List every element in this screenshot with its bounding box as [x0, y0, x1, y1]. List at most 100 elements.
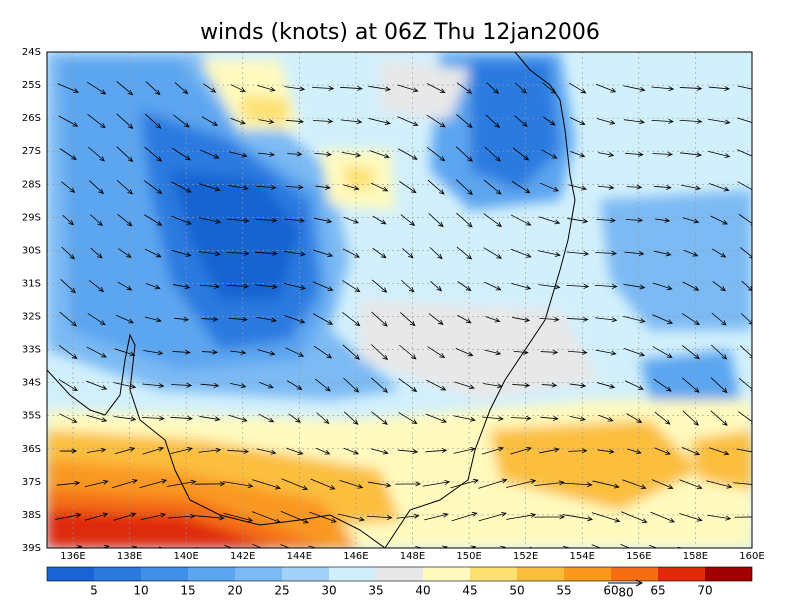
lat-label: 31S	[22, 278, 41, 289]
lon-label: 138E	[117, 551, 142, 562]
wind-arrow	[171, 215, 192, 225]
wind-arrow	[227, 448, 250, 454]
wind-arrow	[315, 378, 331, 392]
wind-arrow	[230, 118, 246, 125]
lat-label: 39S	[22, 543, 41, 554]
lat-label: 26S	[22, 113, 41, 124]
wind-arrow	[598, 152, 615, 158]
wind-arrow	[286, 380, 303, 390]
wind-arrow	[257, 85, 276, 92]
wind-arrow	[158, 546, 164, 548]
wind-arrow	[456, 212, 473, 228]
wind-arrow	[563, 482, 593, 488]
wind-arrow	[569, 82, 587, 94]
lon-label: 154E	[570, 551, 595, 562]
wind-arrow	[738, 377, 752, 392]
wind-arrow	[144, 248, 162, 258]
wind-arrow	[682, 410, 699, 426]
wind-arrow	[483, 383, 503, 389]
wind-arrow	[594, 283, 618, 289]
wind-arrow	[144, 214, 163, 226]
wind-arrow	[59, 311, 77, 327]
wind-arrow	[454, 381, 475, 390]
wind-arrow	[562, 514, 594, 522]
wind-arrow	[59, 148, 77, 161]
axis-labels: 24S 25S 26S 27S 28S 29S 30S 31S 32S 33S 34S 35S 36S 3…	[22, 47, 765, 562]
lat-label: 24S	[22, 47, 41, 58]
wind-arrow	[314, 151, 332, 157]
wind-arrow	[285, 118, 304, 124]
wind-arrow	[370, 182, 389, 192]
wind-arrow	[653, 250, 672, 257]
wind-arrow	[453, 415, 476, 422]
wind-arrow	[259, 381, 274, 389]
wind-arrow	[87, 114, 106, 129]
coastline	[47, 52, 576, 548]
wind-arrow	[172, 147, 191, 161]
wind-arrow	[734, 516, 752, 518]
wind-arrow	[280, 544, 291, 548]
wind-arrow	[59, 448, 78, 454]
wind-arrow	[315, 184, 331, 190]
wind-arrow	[655, 217, 671, 223]
wind-arrow	[371, 411, 388, 425]
wind-arrow	[252, 543, 263, 548]
colorbar-swatch	[188, 567, 235, 581]
wind-arrow	[623, 119, 645, 125]
wind-arrow	[283, 250, 306, 257]
wind-arrow	[312, 85, 335, 91]
wind-arrow	[624, 380, 644, 390]
wind-arrow	[255, 217, 278, 223]
wind-arrow	[287, 151, 303, 157]
wind-arrow	[542, 82, 557, 94]
wind-arrow	[455, 347, 474, 357]
wind-arrow	[456, 246, 473, 260]
reference-arrow-head	[635, 579, 644, 587]
wind-arrow	[252, 479, 281, 490]
colorbar-swatch	[376, 567, 423, 581]
wind-arrow	[58, 345, 78, 360]
colorbar-label: 15	[180, 584, 195, 598]
colorbar-swatch	[94, 567, 141, 581]
colorbar-swatch	[423, 567, 470, 581]
wind-arrow	[426, 146, 446, 162]
wind-arrow	[652, 314, 674, 324]
wind-arrow	[172, 284, 191, 290]
wind-arrow	[198, 447, 222, 453]
wind-arrow	[709, 183, 730, 192]
wind-arrow	[512, 317, 531, 323]
wind-arrow	[255, 284, 278, 290]
wind-arrow	[428, 313, 444, 325]
wind-arrow	[113, 382, 137, 389]
wind-arrow	[368, 481, 392, 488]
wind-arrow	[737, 85, 752, 92]
wind-arrow	[514, 115, 528, 128]
wind-arrow	[400, 312, 416, 327]
colorbar-label: 45	[462, 584, 477, 598]
wind-arrow	[316, 412, 330, 424]
wind-arrow	[167, 513, 196, 519]
wind-arrow	[57, 83, 79, 93]
wind-arrow	[171, 382, 193, 388]
lon-label: 150E	[456, 551, 481, 562]
wind-arrow	[56, 480, 81, 486]
wind-arrow	[372, 215, 387, 225]
wind-arrow	[709, 447, 730, 456]
wind-arrow	[510, 248, 532, 258]
map-title: winds (knots) at 06Z Thu 12jan2006	[200, 20, 600, 45]
wind-arrow	[569, 415, 586, 422]
wind-arrow	[55, 512, 82, 520]
wind-arrow	[651, 118, 674, 124]
wind-arrow	[682, 217, 700, 224]
wind-arrow	[679, 479, 703, 490]
wind-arrow	[712, 281, 726, 292]
colorbar-swatch	[282, 567, 329, 581]
wind-arrow	[425, 448, 448, 454]
wind-arrow	[538, 216, 561, 225]
wind-arrow	[144, 316, 162, 323]
wind-arrow	[200, 149, 220, 159]
colorbar-swatch	[611, 567, 658, 581]
wind-arrow	[284, 218, 306, 223]
wind-arrow	[112, 479, 138, 489]
wind-arrow	[309, 511, 337, 523]
